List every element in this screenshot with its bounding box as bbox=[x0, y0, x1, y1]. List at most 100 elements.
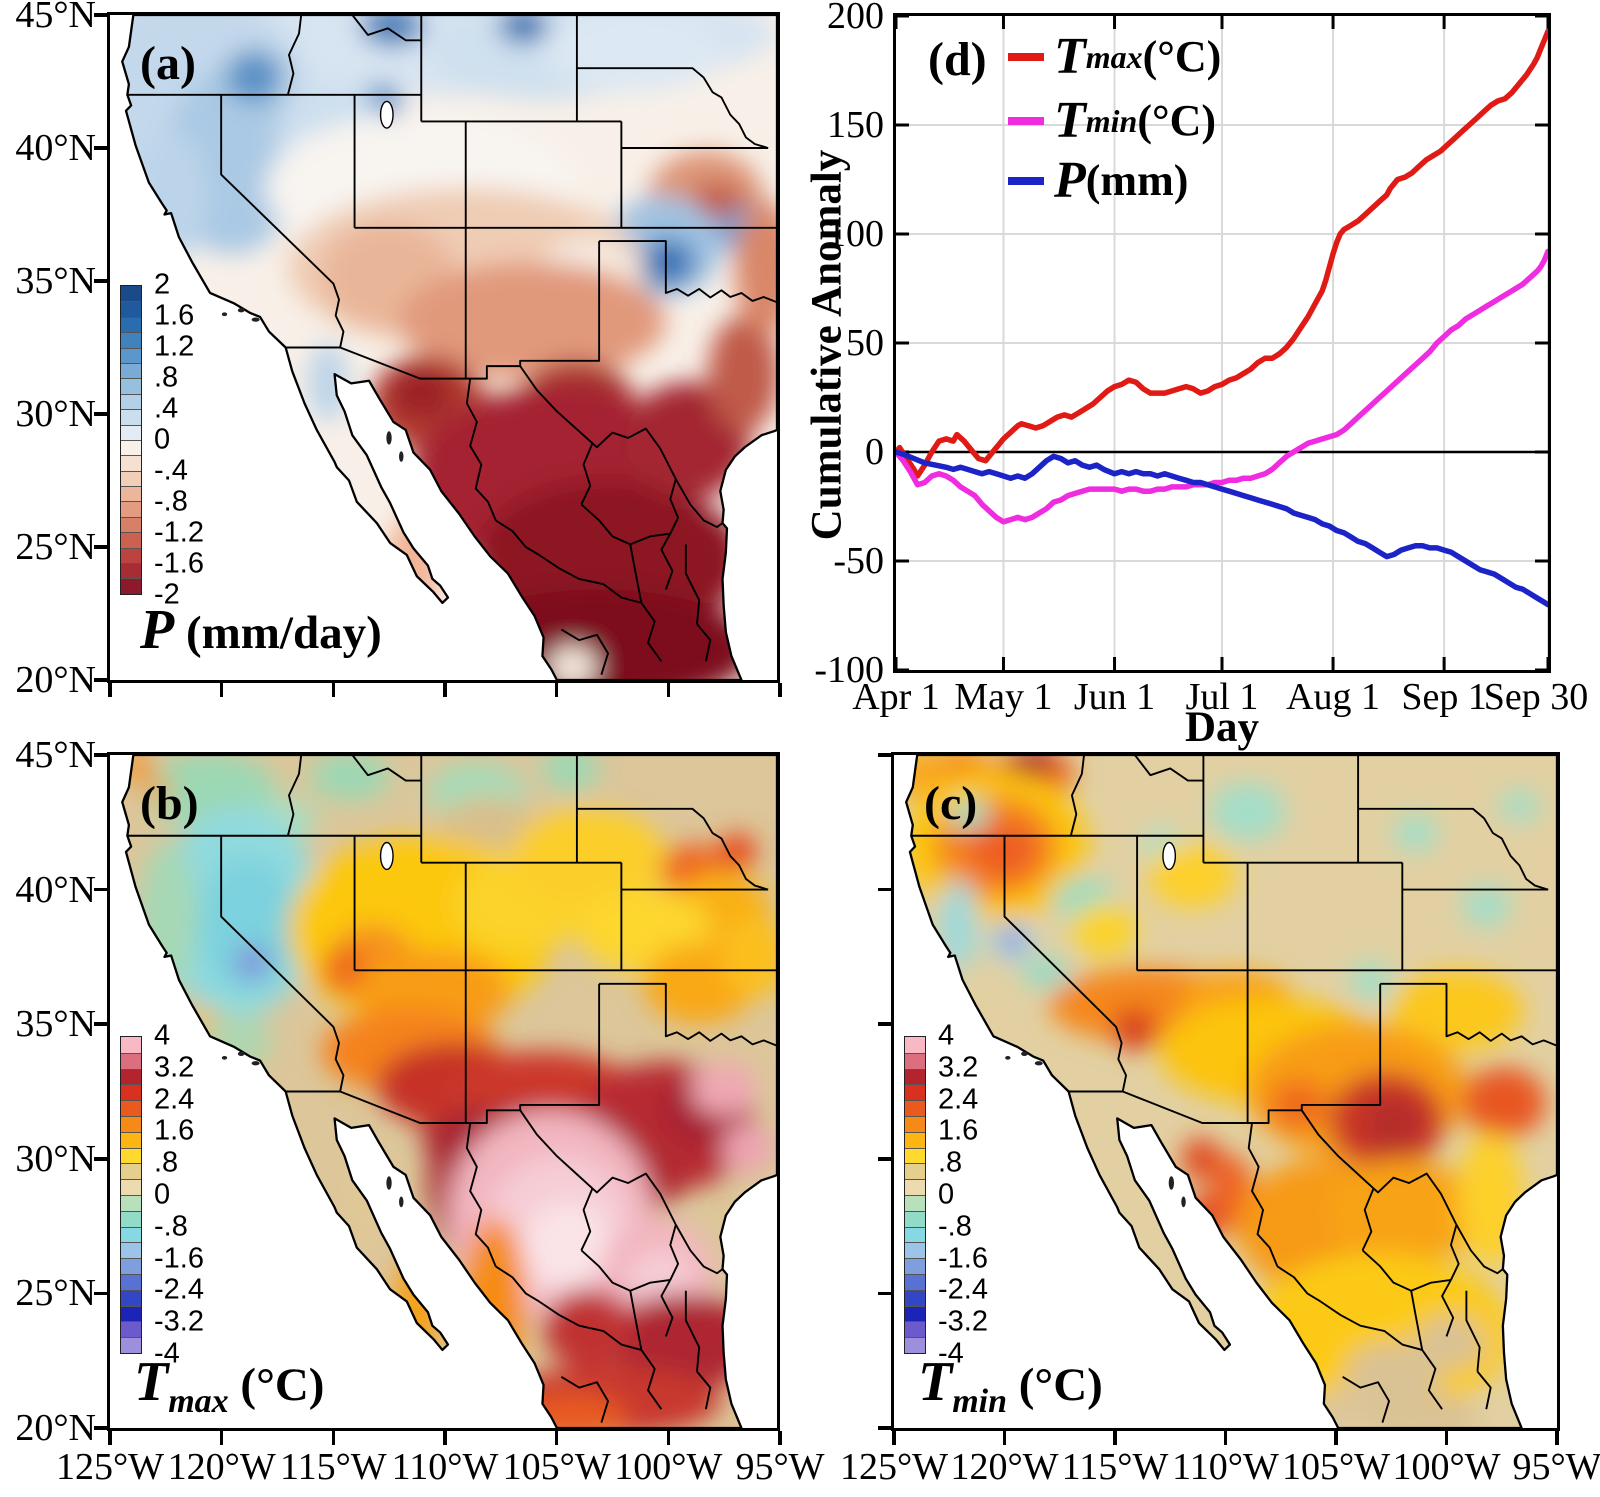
colorbar-c-label: 4 bbox=[938, 1019, 955, 1052]
map-panel-tmax bbox=[107, 752, 780, 1431]
lat-tick-label-b: 45°N bbox=[15, 734, 96, 776]
colorbar-a-label: .8 bbox=[154, 361, 179, 394]
legend-tmax-symbol: T bbox=[1054, 28, 1086, 85]
map-c-variable-label: Tmin (°C) bbox=[918, 1354, 1103, 1419]
line-chart-panel bbox=[893, 13, 1551, 673]
colorbar-a-segment bbox=[121, 578, 141, 594]
island bbox=[251, 317, 260, 322]
lon-tick-c bbox=[1113, 1431, 1117, 1445]
lon-tick-a bbox=[778, 683, 782, 697]
colorbar-c-label: .8 bbox=[938, 1146, 963, 1179]
lon-tick-label-c: 110°W bbox=[1172, 1446, 1279, 1488]
colorbar-a-segment bbox=[121, 439, 141, 456]
colorbar-b-segment bbox=[121, 1321, 141, 1338]
island bbox=[1181, 1196, 1186, 1208]
lon-tick-c bbox=[1002, 1431, 1007, 1445]
colorbar-a-label: .4 bbox=[154, 392, 179, 425]
colorbar-b-segment bbox=[121, 1179, 141, 1195]
lon-tick-a bbox=[331, 683, 336, 697]
lon-tick-a bbox=[108, 683, 112, 697]
colorbar-c-segment bbox=[905, 1194, 925, 1211]
chart-y-tick-label: 150 bbox=[827, 104, 884, 146]
state-borders bbox=[911, 755, 1557, 1423]
colorbar-b-segment bbox=[121, 1194, 141, 1211]
island bbox=[221, 1055, 228, 1060]
colorbar-a-segment bbox=[121, 470, 141, 487]
lat-tick-a bbox=[94, 279, 108, 283]
lon-tick-label-b: 120°W bbox=[167, 1446, 276, 1488]
lon-tick-label-b: 100°W bbox=[614, 1446, 723, 1488]
lon-tick-label-b: 125°W bbox=[55, 1446, 165, 1488]
colorbar-b-segment bbox=[121, 1258, 141, 1274]
colorbar-b-label: -.8 bbox=[154, 1210, 188, 1243]
colorbar-a-segment bbox=[121, 362, 141, 379]
colorbar-a-segment bbox=[121, 393, 141, 410]
lat-tick-label-a: 20°N bbox=[15, 659, 96, 701]
colorbar-c-label: 3.2 bbox=[938, 1051, 979, 1084]
lon-tick-label-c: 125°W bbox=[839, 1446, 949, 1488]
map-c-var-symbol: T bbox=[918, 1351, 953, 1413]
map-a-var-unit: (mm/day) bbox=[174, 607, 382, 659]
chart-x-tick-label: Jul 1 bbox=[1185, 676, 1259, 718]
lon-tick-label-c: 95°W bbox=[1512, 1446, 1600, 1488]
tmin-line bbox=[896, 248, 1548, 525]
colorbar-a-segment bbox=[121, 286, 141, 302]
colorbar-c-segment bbox=[905, 1242, 925, 1259]
contour-map-b bbox=[110, 755, 777, 1428]
tmin-line-swatch bbox=[1008, 117, 1044, 125]
state-borders bbox=[127, 755, 777, 1423]
island bbox=[399, 1196, 404, 1208]
island bbox=[386, 1176, 392, 1190]
colorbar-c-label: -2.4 bbox=[938, 1273, 988, 1306]
lon-tick-label-b: 105°W bbox=[502, 1446, 611, 1488]
lon-tick-c bbox=[892, 1431, 896, 1445]
colorbar-a-segment bbox=[121, 516, 141, 533]
colorbar-c-label: 1.6 bbox=[938, 1114, 979, 1147]
island bbox=[386, 431, 392, 445]
colorbar-a-label: -2 bbox=[154, 578, 180, 611]
lon-tick-c bbox=[1555, 1431, 1559, 1445]
colorbar-b-label: 0 bbox=[154, 1178, 171, 1211]
chart-y-tick-label: 100 bbox=[827, 213, 884, 255]
colorbar-c-segment bbox=[905, 1226, 925, 1243]
chart-x-axis-title: Day bbox=[1184, 704, 1260, 751]
colorbar-a-segment bbox=[121, 532, 141, 548]
colorbar-b-segment bbox=[121, 1242, 141, 1259]
chart-x-tick-label: May 1 bbox=[954, 676, 1053, 718]
colorbar-a-label: 0 bbox=[154, 423, 171, 456]
colorbar-b-label: 2.4 bbox=[154, 1083, 195, 1116]
cumulative-anomaly-chart bbox=[896, 16, 1548, 670]
island bbox=[1034, 1061, 1043, 1066]
colorbar-b-segment bbox=[121, 1052, 141, 1069]
colorbar-b-label: 4 bbox=[154, 1019, 171, 1052]
tmax-line bbox=[896, 28, 1548, 479]
colorbar-c-segment bbox=[905, 1068, 925, 1085]
colorbar-c-segment bbox=[905, 1131, 925, 1148]
lat-tick-label-a: 25°N bbox=[15, 526, 96, 568]
colorbar-c-label: 0 bbox=[938, 1178, 955, 1211]
colorbar-b-label: -1.6 bbox=[154, 1242, 204, 1275]
colorbar-c-segment bbox=[905, 1179, 925, 1195]
colorbar-b-segment bbox=[121, 1289, 141, 1306]
lon-tick-a bbox=[666, 683, 671, 697]
colorbar-b-segment bbox=[121, 1163, 141, 1180]
colorbar-a-label: -.4 bbox=[154, 454, 188, 487]
lon-tick-label-b: 95°W bbox=[735, 1446, 825, 1488]
island bbox=[1005, 1055, 1011, 1060]
colorbar-c-label: 2.4 bbox=[938, 1083, 979, 1116]
legend-precip-symbol: P bbox=[1054, 152, 1086, 209]
colorbar-b-segment bbox=[121, 1068, 141, 1085]
colorbar-b-label: -3.2 bbox=[154, 1305, 204, 1338]
colorbar-c-segment bbox=[905, 1147, 925, 1164]
lon-tick-b bbox=[219, 1431, 224, 1445]
panel-letter-c: (c) bbox=[924, 777, 978, 830]
colorbar-c-label: -4 bbox=[938, 1337, 964, 1370]
chart-y-tick-label: -50 bbox=[833, 540, 884, 582]
chart-x-tick-label: Sep 1 bbox=[1401, 676, 1487, 718]
colorbar-b-segment bbox=[121, 1305, 141, 1322]
precip-line-swatch bbox=[1008, 177, 1044, 185]
island bbox=[221, 312, 228, 317]
lat-tick-b bbox=[94, 1022, 108, 1026]
colorbar-a-segment bbox=[121, 547, 141, 564]
